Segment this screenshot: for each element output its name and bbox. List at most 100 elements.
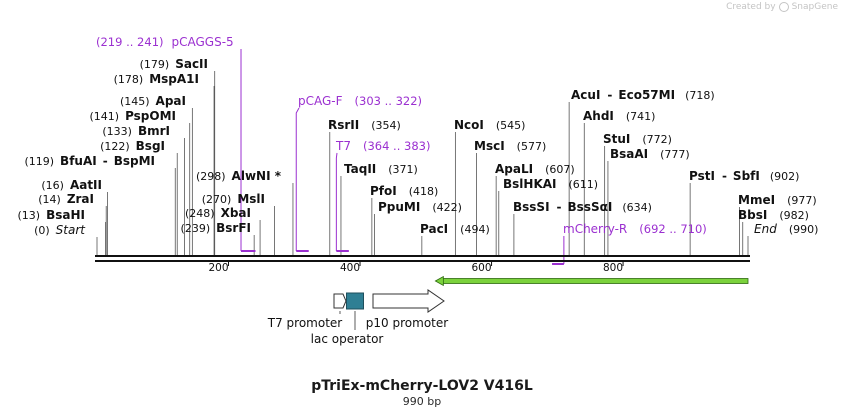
primer-name: pCAGGS-5 xyxy=(172,35,234,49)
t7-promoter-label: T7 promoter xyxy=(267,316,343,330)
enzyme-site[interactable]: (13) BsaHI xyxy=(18,208,86,222)
enzyme-name: StuI xyxy=(603,132,630,146)
enzyme-site[interactable]: PacI (494) xyxy=(420,222,490,236)
enzyme-name: BsaAI xyxy=(610,147,648,161)
enzyme-site[interactable]: (122) BsgI xyxy=(100,139,165,153)
enzyme-position: (248) xyxy=(185,207,215,220)
enzyme-site[interactable]: PfoI (418) xyxy=(370,184,438,198)
enzyme-site[interactable]: StuI (772) xyxy=(603,132,672,146)
lac-operator-box[interactable] xyxy=(346,292,364,310)
primer-range: (219 .. 241) xyxy=(96,35,164,49)
enzyme-name: MslI xyxy=(237,192,265,206)
title-block: pTriEx-mCherry-LOV2 V416L 990 bp xyxy=(0,378,844,408)
enzyme-position: (141) xyxy=(89,110,119,123)
enzyme-name: BbsI xyxy=(738,208,767,222)
enzyme-position: (119) xyxy=(24,155,54,168)
enzyme-name: BsaHI xyxy=(46,208,85,222)
plasmid-title: pTriEx-mCherry-LOV2 V416L xyxy=(311,378,533,394)
enzyme-name: RsrII xyxy=(328,118,359,132)
primer-name: pCAG-F xyxy=(298,94,343,108)
feature-arrow-body[interactable] xyxy=(440,278,749,284)
enzyme-position: (577) xyxy=(517,140,547,153)
enzyme-site[interactable]: BbsI (982) xyxy=(738,208,809,222)
primer-2[interactable]: T7 (364 .. 383) xyxy=(335,139,430,153)
enzyme-site[interactable]: (179) SacII xyxy=(140,57,208,71)
enzyme-site[interactable]: (239) BsrFI xyxy=(181,221,251,235)
enzyme-site[interactable]: PpuMI (422) xyxy=(378,200,462,214)
enzyme-position: (122) xyxy=(100,140,130,153)
enzyme-name-2: SbfI xyxy=(733,169,760,183)
credit: Created by SnapGene xyxy=(726,2,838,12)
primer-name: mCherry-R xyxy=(563,222,627,236)
enzyme-position: (354) xyxy=(371,119,401,132)
enzyme-site[interactable]: BsaAI (777) xyxy=(610,147,690,161)
enzyme-name-2: BspMI xyxy=(114,154,155,168)
enzyme-site[interactable]: TaqII (371) xyxy=(344,162,418,176)
enzyme-position: (741) xyxy=(626,110,656,123)
enzyme-site[interactable]: (16) AatII xyxy=(41,178,102,192)
primer-3[interactable]: mCherry-R (692 .. 710) xyxy=(563,222,707,236)
enzyme-name-2: BssSαI xyxy=(568,200,613,214)
enzyme-site[interactable]: RsrII (354) xyxy=(328,118,401,132)
enzyme-site[interactable]: MscI (577) xyxy=(474,139,546,153)
primer-0[interactable]: (219 .. 241) pCAGGS-5 xyxy=(96,35,234,49)
enzyme-site[interactable]: MmeI (977) xyxy=(738,193,817,207)
enzyme-name: MmeI xyxy=(738,193,775,207)
credit-text: Created by xyxy=(726,2,776,12)
enzyme-site[interactable]: (0) Start xyxy=(34,223,86,237)
enzyme-site[interactable]: (298) AlwNI * xyxy=(196,169,282,183)
enzyme-position: (772) xyxy=(642,133,672,146)
enzyme-site[interactable]: End (990) xyxy=(754,222,818,236)
enzyme-position: (990) xyxy=(789,223,819,236)
enzyme-position: (270) xyxy=(202,193,232,206)
feature-arrow-head xyxy=(434,275,444,287)
snapgene-logo-icon xyxy=(778,2,789,12)
enzyme-name: ZraI xyxy=(67,192,94,206)
enzyme-name: BsrFI xyxy=(216,221,251,235)
enzyme-position: (982) xyxy=(779,209,809,222)
enzyme-name: BfuAI xyxy=(60,154,97,168)
t7-promoter-arrow[interactable] xyxy=(333,293,347,309)
enzyme-position: (718) xyxy=(685,89,715,102)
enzyme-name: Start xyxy=(56,223,87,237)
enzyme-position: (179) xyxy=(140,58,170,71)
enzyme-position: (494) xyxy=(460,223,490,236)
enzyme-name: MspA1I xyxy=(149,72,199,86)
enzyme-site[interactable]: (270) MslI xyxy=(202,192,265,206)
p10-promoter-arrow[interactable] xyxy=(372,289,445,313)
enzyme-site[interactable]: PstI - SbfI (902) xyxy=(689,169,799,183)
axis-tick-label: 200 xyxy=(208,262,228,274)
enzyme-site[interactable]: (133) BmrI xyxy=(102,124,170,138)
axis-tick-label: 800 xyxy=(603,262,623,274)
enzyme-position: (545) xyxy=(496,119,526,132)
enzyme-position: (13) xyxy=(18,209,41,222)
enzyme-site[interactable]: (145) ApaI xyxy=(120,94,186,108)
enzyme-site[interactable]: AhdI (741) xyxy=(583,109,655,123)
enzyme-site[interactable]: (141) PspOMI xyxy=(89,109,176,123)
enzyme-position: (298) xyxy=(196,170,226,183)
enzyme-name: AcuI xyxy=(571,88,600,102)
lac-operator-label: lac operator xyxy=(311,332,384,346)
enzyme-position: (16) xyxy=(41,179,64,192)
enzyme-site[interactable]: (248) XbaI xyxy=(185,206,251,220)
enzyme-position: (371) xyxy=(388,163,418,176)
enzyme-site[interactable]: (178) MspA1I xyxy=(114,72,199,86)
plasmid-size: 990 bp xyxy=(402,395,442,408)
enzyme-name: PacI xyxy=(420,222,448,236)
enzyme-site[interactable]: BssSI - BssSαI (634) xyxy=(513,200,652,214)
enzyme-site[interactable]: AcuI - Eco57MI (718) xyxy=(571,88,715,102)
enzyme-site[interactable]: ApaLI (607) xyxy=(495,162,575,176)
enzyme-site[interactable]: BslHKAI (611) xyxy=(503,177,598,191)
enzyme-position: (902) xyxy=(770,170,800,183)
enzyme-site[interactable]: (14) ZraI xyxy=(38,192,94,206)
enzyme-name: PfoI xyxy=(370,184,397,198)
enzyme-separator: - xyxy=(103,154,108,168)
enzyme-site[interactable]: (119) BfuAI - BspMI xyxy=(24,154,155,168)
primer-1[interactable]: pCAG-F (303 .. 322) xyxy=(298,94,422,108)
enzyme-position: (777) xyxy=(660,148,690,161)
axis-tick-label: 400 xyxy=(340,262,360,274)
enzyme-separator: - xyxy=(557,200,562,214)
primer-line xyxy=(295,107,300,251)
enzyme-site[interactable]: NcoI (545) xyxy=(454,118,525,132)
